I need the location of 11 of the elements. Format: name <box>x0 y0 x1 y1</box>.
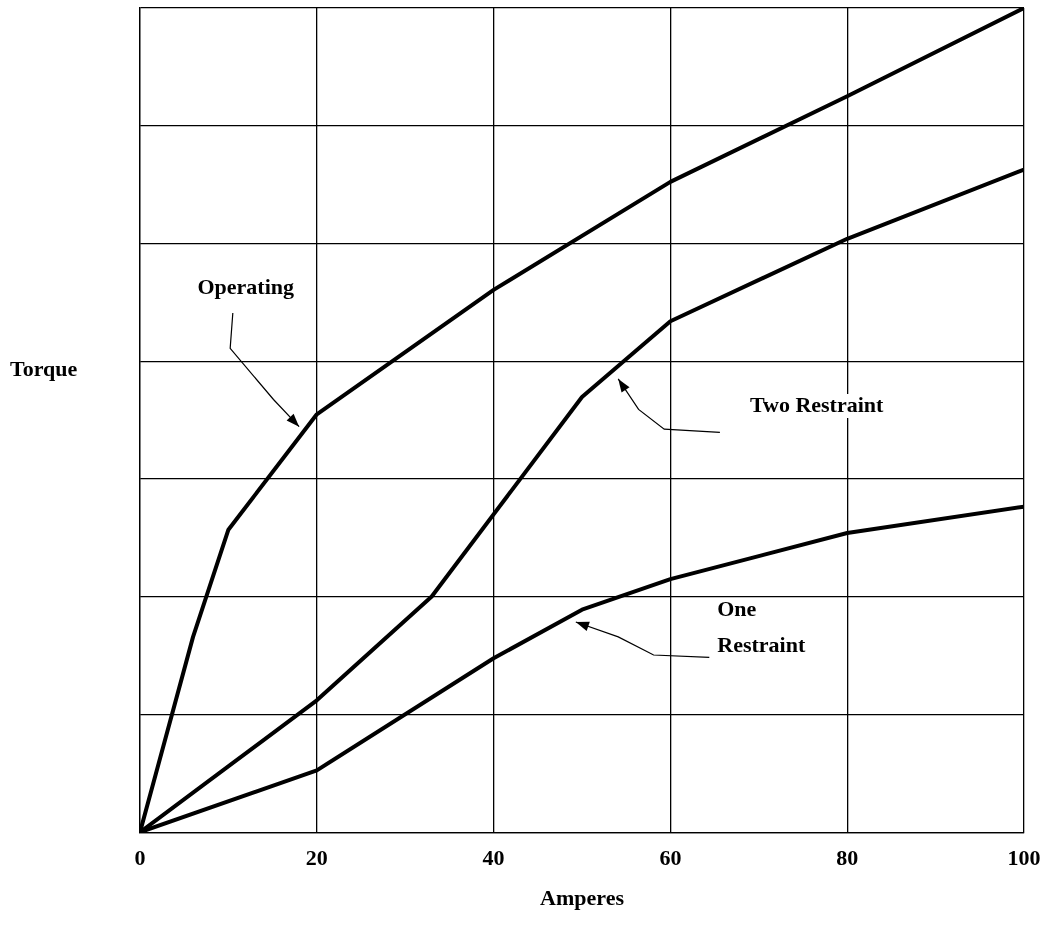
x-tick-label: 40 <box>482 845 505 871</box>
x-tick-label: 100 <box>1007 845 1041 871</box>
x-tick-label: 20 <box>305 845 328 871</box>
annotation: Two Restraint <box>749 391 885 417</box>
annotation: One Restraint <box>717 596 806 658</box>
x-tick-label: 0 <box>134 845 146 871</box>
x-tick-label: 60 <box>659 845 682 871</box>
x-tick-label: 80 <box>836 845 859 871</box>
x-axis-title: Amperes <box>540 885 625 911</box>
annotation: Operating <box>197 273 295 299</box>
y-axis-title: Torque <box>10 355 78 381</box>
